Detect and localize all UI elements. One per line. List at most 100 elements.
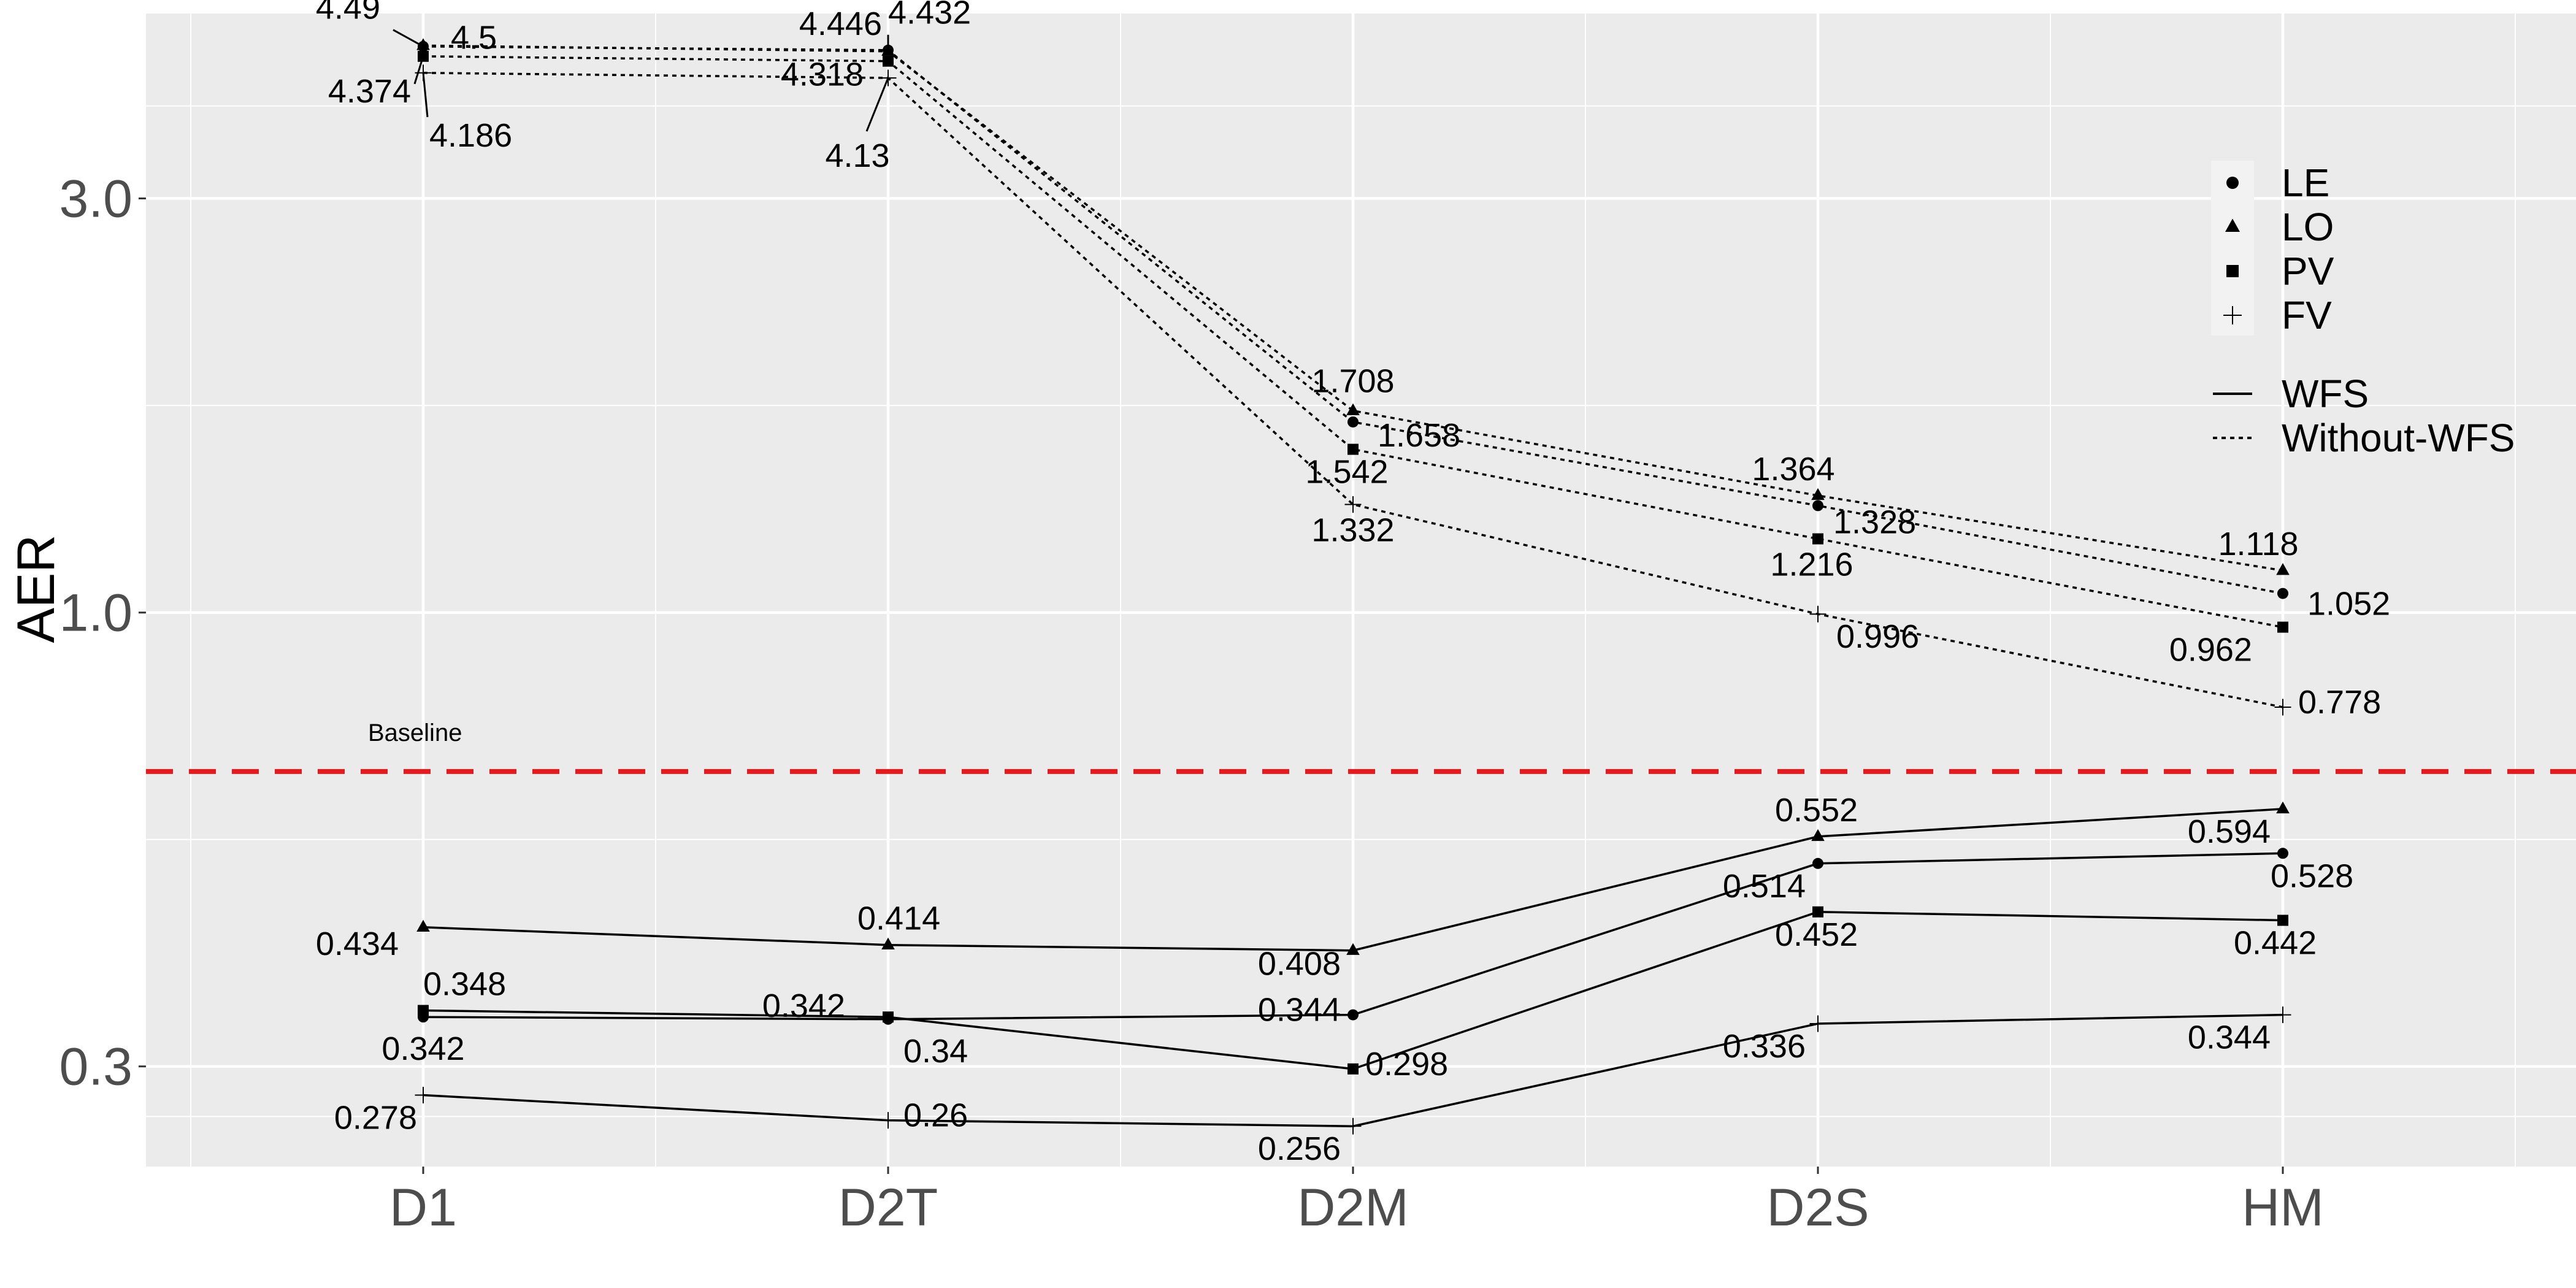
point-lo-without-wfs [2276,563,2290,575]
data-label: 0.528 [2271,857,2353,894]
data-label: 1.216 [1770,546,1853,583]
point-le-without-wfs [1812,500,1823,512]
baseline: Baseline [146,719,2576,774]
point-lo-wfs [416,919,430,932]
axes: 0.3 1.0 3.0 D1 D2T D2M D2S HM AER [7,170,2324,1237]
data-label: 4.374 [328,73,411,110]
legend-key-le [2226,177,2239,189]
legend-label: LO [2282,205,2334,249]
data-label: 4.13 [825,137,889,174]
data-label: 0.26 [903,1097,968,1134]
point-pv-without-wfs [1347,443,1359,455]
series-line-pv-without-wfs [423,55,2283,629]
legend-key-pv [2226,265,2239,277]
x-tick-label: D1 [389,1178,457,1237]
point-pv-wfs [1347,1063,1359,1075]
legend-label: LE [2282,161,2329,205]
point-fv-wfs [1809,1015,1827,1032]
data-label: 0.452 [1775,916,1858,953]
label-leader-line [393,29,424,48]
legend-key-lo [2225,218,2240,232]
data-label: 1.118 [2218,526,2298,562]
legend-label: PV [2282,249,2334,293]
data-label: 0.962 [2169,632,2252,669]
x-tick-label: D2S [1766,1178,1869,1237]
point-fv-wfs [415,1087,432,1104]
data-label: 4.432 [888,0,971,31]
label-leader-line [422,72,429,117]
x-tick-label: D2T [838,1178,938,1237]
x-tick-label: HM [2242,1178,2324,1237]
point-fv-without-wfs [1344,496,1362,513]
data-label: 0.344 [2188,1019,2271,1056]
series-line-fv-without-wfs [423,72,2283,708]
data-label: 0.414 [857,900,940,937]
data-label: 1.708 [1311,363,1394,400]
point-le-without-wfs [2277,588,2288,599]
data-label: 0.342 [381,1030,464,1067]
point-fv-wfs [2274,1006,2291,1024]
point-pv-without-wfs [2277,621,2288,633]
point-pv-without-wfs [1812,533,1823,545]
data-label: 0.344 [1258,992,1341,1029]
point-fv-without-wfs [1809,605,1827,623]
point-lo-wfs [1811,829,1825,841]
data-label: 0.298 [1365,1046,1448,1083]
y-axis-title: AER [7,535,66,643]
data-label: 4.446 [799,6,882,42]
data-label: 0.996 [1836,618,1919,655]
data-label: 0.256 [1258,1130,1341,1167]
data-label: 0.778 [2298,684,2381,721]
data-label: 0.336 [1723,1028,1806,1065]
point-fv-wfs [880,1112,897,1129]
point-pv-wfs [1812,906,1823,918]
point-lo-wfs [2276,801,2290,814]
legend-label: Without-WFS [2282,416,2515,460]
x-tick-label: D2M [1297,1178,1409,1237]
data-label: 0.34 [903,1033,968,1070]
data-label: 0.514 [1723,868,1806,905]
point-lo-without-wfs [1346,403,1360,415]
point-lo-wfs [881,937,895,949]
legend-label: WFS [2282,372,2369,416]
label-leader-line [413,56,424,85]
data-label: 0.342 [762,987,845,1024]
data-label: 4.186 [429,117,512,154]
data-label: 1.328 [1833,504,1916,540]
data-label: 1.542 [1305,454,1388,491]
point-pv-wfs [2277,914,2288,926]
data-label: 1.658 [1378,417,1460,454]
series-line-lo-without-wfs [423,44,2283,572]
point-fv-without-wfs [2274,699,2291,716]
data-label: 1.332 [1311,512,1394,549]
legend-key-fv [2223,306,2242,324]
data-label: 0.552 [1775,792,1858,829]
y-tick-label: 1.0 [59,584,132,643]
data-labels: 4.49 4.446 1.658 1.328 1.052 4.5 4.432 1.708 1.3… [316,0,2390,1167]
point-lo-wfs [1346,943,1360,955]
point-le-wfs [1347,1009,1359,1021]
point-le-wfs [2277,848,2288,859]
point-le-without-wfs [1347,416,1359,427]
data-label: 4.49 [316,0,380,26]
point-le-wfs [1812,857,1823,869]
point-fv-wfs [1344,1117,1362,1135]
point-lo-without-wfs [1811,488,1825,500]
data-label: 4.318 [781,56,864,93]
point-lo-without-wfs [416,38,430,50]
data-label: 0.594 [2188,813,2271,850]
series-points [415,38,2291,1135]
data-label: 1.364 [1752,451,1834,488]
y-tick-label: 3.0 [59,170,132,229]
label-leader-line [865,77,889,132]
data-label: 0.442 [2234,925,2317,962]
data-label: 4.5 [451,19,497,56]
plot-background [146,13,2576,1167]
data-label: 0.434 [316,926,399,962]
y-tick-label: 0.3 [59,1038,132,1097]
data-label: 0.348 [423,965,506,1002]
data-label: 0.278 [334,1100,417,1137]
baseline-label: Baseline [368,719,462,746]
